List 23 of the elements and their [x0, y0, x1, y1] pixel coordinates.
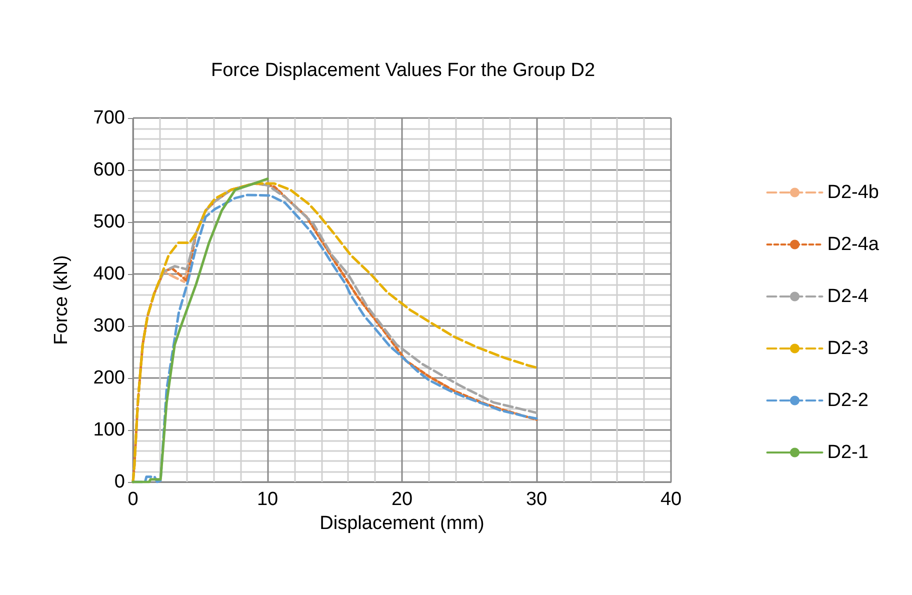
- legend-label: D2-4: [827, 286, 869, 307]
- y-tick-label: 100: [93, 420, 125, 440]
- chart-title: Force Displacement Values For the Group D2: [210, 60, 596, 81]
- x-tick-label: 30: [526, 489, 548, 510]
- x-tick-label: 10: [256, 489, 278, 510]
- line-series: [132, 178, 269, 484]
- legend-label: D2-3: [827, 338, 868, 359]
- y-axis-title: Force (kN): [51, 255, 72, 345]
- legend-label: D2-1: [827, 442, 868, 463]
- y-tick-label: 200: [93, 368, 125, 388]
- y-tick-label: 600: [93, 160, 125, 180]
- y-tick-label: 400: [93, 264, 125, 284]
- legend-label: D2-4a: [827, 234, 880, 255]
- x-tick-label: 40: [660, 489, 682, 510]
- y-tick-label: 0: [114, 472, 125, 492]
- y-tick-label: 300: [93, 316, 125, 336]
- x-axis-title: Displacement (mm): [320, 512, 484, 534]
- x-tick-label: 20: [391, 489, 413, 510]
- y-tick-label: 500: [93, 212, 125, 232]
- legend-label: D2-4b: [827, 182, 879, 203]
- y-tick-label: 700: [93, 108, 125, 128]
- x-tick-label: 0: [128, 489, 138, 510]
- legend-label: D2-2: [827, 390, 868, 411]
